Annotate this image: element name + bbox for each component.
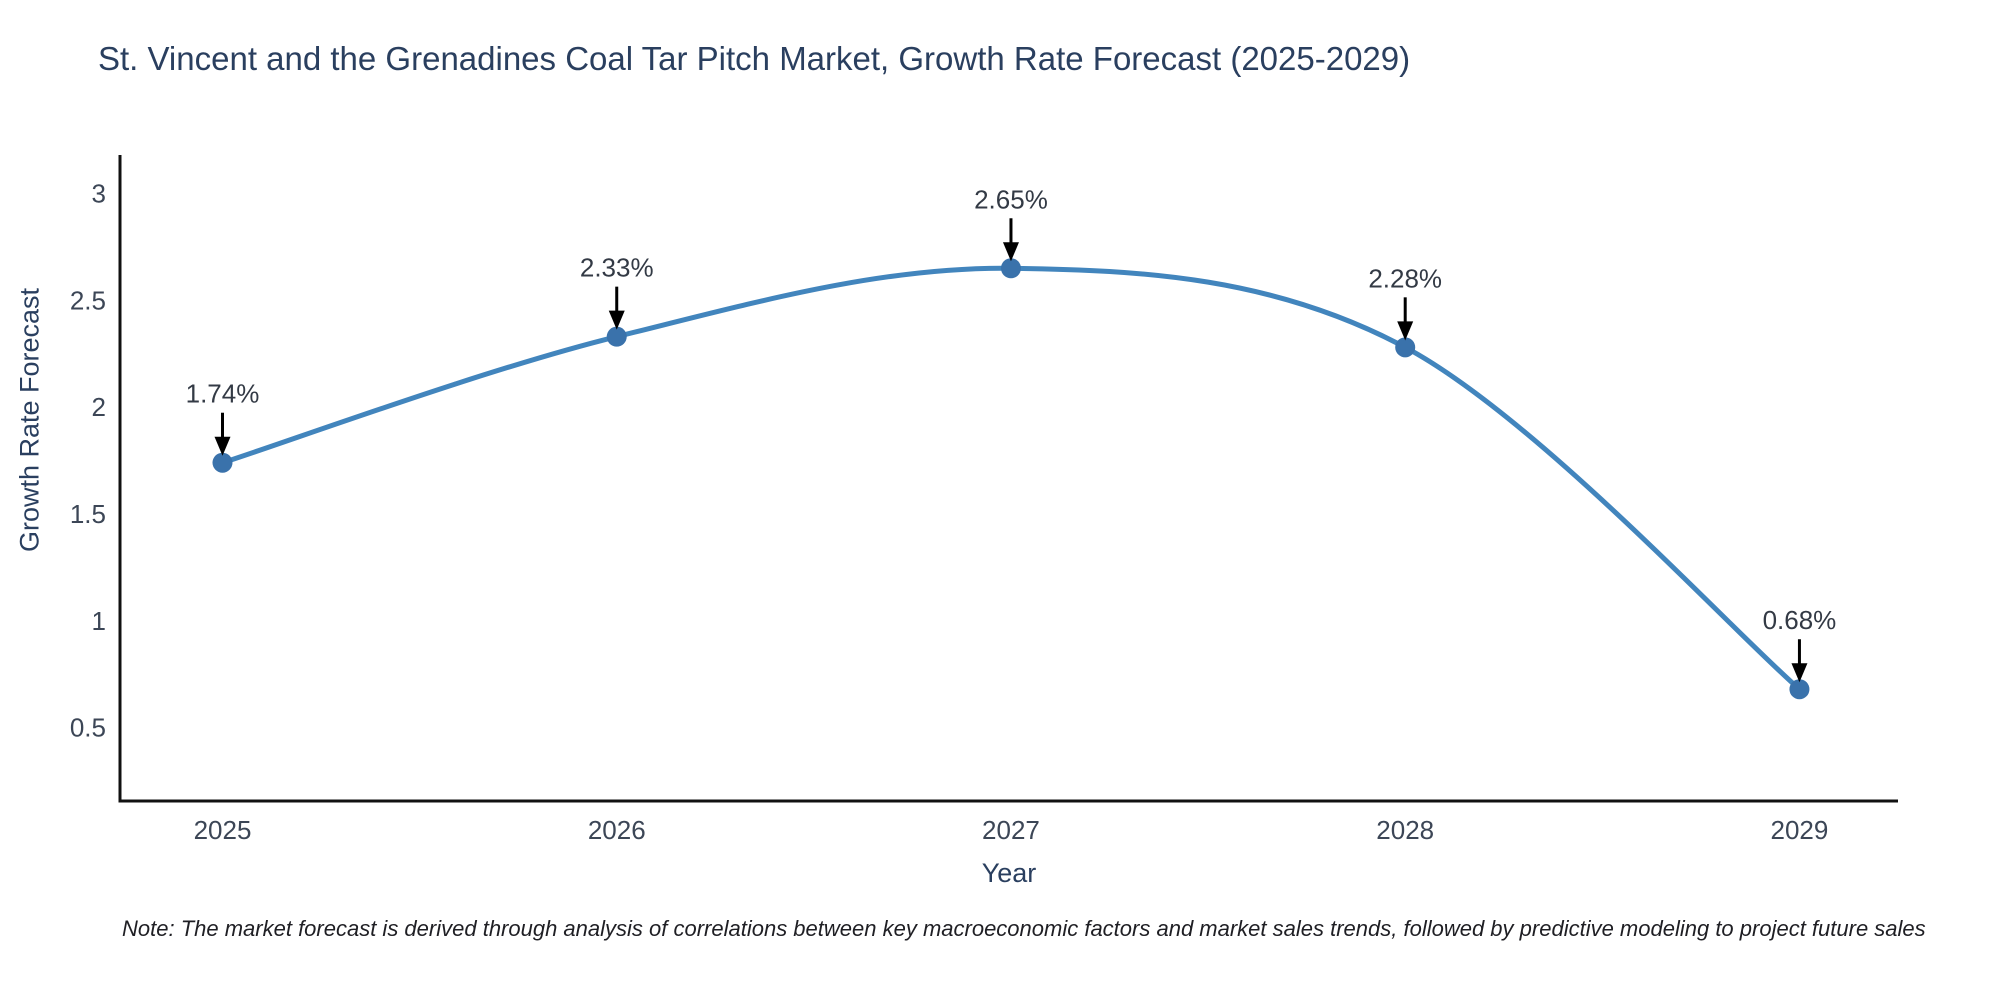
annotation-arrow-head xyxy=(1397,321,1414,341)
x-axis-title: Year xyxy=(981,858,1037,888)
data-point-marker xyxy=(1789,679,1810,700)
x-tick-label: 2026 xyxy=(588,815,646,845)
y-tick-label: 0.5 xyxy=(70,713,106,743)
y-tick-label: 2.5 xyxy=(70,285,106,315)
x-tick-label: 2028 xyxy=(1376,815,1434,845)
data-point-marker xyxy=(1395,337,1416,358)
forecast-line xyxy=(221,265,1802,692)
annotation-arrow-head xyxy=(214,436,231,456)
annotation-arrow-head xyxy=(1791,663,1808,683)
y-tick-label: 1.5 xyxy=(70,499,106,529)
x-tick-label: 2025 xyxy=(194,815,252,845)
chart-title: St. Vincent and the Grenadines Coal Tar … xyxy=(98,40,1411,77)
y-tick-label: 2 xyxy=(92,392,106,422)
data-point-marker xyxy=(1000,258,1021,279)
data-point-label: 1.74% xyxy=(186,379,260,409)
data-point-label: 2.65% xyxy=(974,184,1048,214)
footnote: Note: The market forecast is derived thr… xyxy=(122,916,1926,941)
y-tick-label: 1 xyxy=(92,606,106,636)
annotation-arrow-head xyxy=(608,310,625,330)
data-point-marker xyxy=(606,326,627,347)
data-point-label: 0.68% xyxy=(1763,605,1837,635)
data-point-marker xyxy=(212,452,233,473)
x-tick-label: 2029 xyxy=(1771,815,1829,845)
annotation-arrow-head xyxy=(1002,242,1019,262)
data-point-label: 2.33% xyxy=(580,253,654,283)
y-tick-label: 3 xyxy=(92,178,106,208)
data-point-label: 2.28% xyxy=(1368,263,1442,293)
x-tick-label: 2027 xyxy=(982,815,1040,845)
